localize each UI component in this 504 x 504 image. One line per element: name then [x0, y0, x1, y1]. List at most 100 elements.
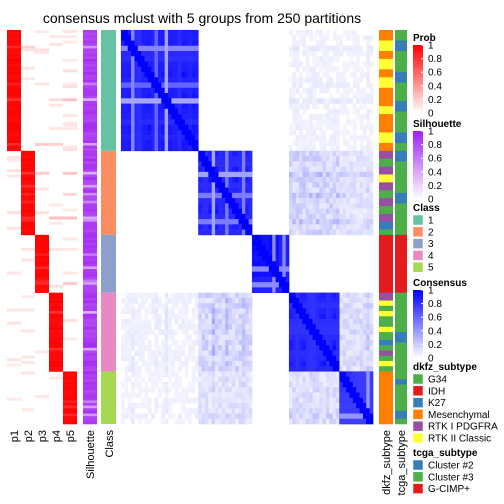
consensus-cell [208, 187, 213, 194]
consensus-cell [208, 213, 213, 220]
consensus-cell [231, 387, 236, 393]
consensus-cell [346, 219, 350, 225]
consensus-cell [174, 303, 179, 309]
consensus-cell [127, 30, 132, 36]
consensus-cell [137, 318, 142, 325]
consensus-cell [299, 35, 303, 41]
consensus-cell [168, 366, 172, 372]
consensus-cell [238, 166, 243, 173]
consensus-cell [309, 224, 313, 230]
consensus-cell [137, 292, 142, 299]
consensus-cell [289, 224, 293, 230]
consensus-cell [299, 161, 303, 167]
consensus-cell [295, 61, 300, 68]
consensus-cell [325, 51, 330, 57]
consensus-cell [352, 387, 357, 393]
consensus-cell [362, 402, 367, 409]
dkfz-cell [379, 416, 393, 420]
silhouette-cell [83, 326, 97, 330]
tcga-cell [395, 219, 407, 223]
consensus-cell [356, 219, 360, 225]
consensus-cell [178, 140, 182, 146]
consensus-cell [208, 324, 213, 330]
consensus-cell [194, 93, 199, 99]
consensus-cell [346, 187, 350, 194]
consensus-cell [302, 392, 307, 399]
consensus-cell [342, 203, 347, 209]
consensus-cell [362, 392, 367, 399]
consensus-cell [302, 119, 307, 125]
consensus-cell [221, 156, 226, 162]
consensus-cell [299, 292, 303, 299]
consensus-cell [221, 166, 226, 173]
consensus-cell [127, 45, 132, 52]
consensus-cell [369, 387, 374, 393]
dkfz-cell [379, 413, 393, 417]
consensus-cell [322, 140, 327, 146]
consensus-cell [144, 66, 149, 73]
consensus-cell [325, 119, 330, 125]
consensus-cell [181, 345, 186, 351]
consensus-cell [245, 177, 249, 183]
consensus-cell [245, 171, 249, 178]
consensus-cell [252, 266, 256, 272]
consensus-cell [144, 318, 149, 325]
consensus-cell [211, 161, 216, 167]
consensus-cell [174, 30, 179, 36]
consensus-cell [154, 77, 159, 83]
consensus-cell [325, 156, 330, 162]
silhouette-cell [83, 410, 97, 414]
consensus-cell [198, 387, 202, 393]
consensus-cell [211, 318, 216, 325]
consensus-cell [218, 345, 223, 351]
consensus-cell [336, 35, 340, 41]
consensus-cell [312, 360, 317, 367]
prob-cell-p4 [49, 221, 63, 225]
dkfz-cell [379, 61, 393, 65]
consensus-cell [359, 313, 364, 320]
consensus-cell [312, 292, 317, 299]
consensus-cell [339, 35, 344, 41]
consensus-cell [289, 156, 293, 162]
consensus-cell [241, 355, 246, 362]
consensus-cell [359, 376, 364, 383]
consensus-cell [299, 303, 303, 309]
consensus-cell [184, 329, 189, 335]
consensus-cell [312, 187, 317, 194]
consensus-cell [299, 150, 303, 157]
consensus-cell [168, 72, 172, 78]
consensus-cell [238, 318, 243, 325]
tcga-cell [395, 66, 407, 70]
consensus-cell [349, 135, 354, 141]
consensus-cell [289, 203, 293, 209]
consensus-cell [131, 77, 135, 83]
consensus-cell [121, 108, 125, 115]
dkfz-cell [379, 53, 393, 57]
consensus-cell [151, 387, 155, 393]
consensus-cell [238, 376, 243, 383]
consensus-cell [262, 282, 266, 288]
consensus-cell [137, 376, 142, 383]
consensus-cell [211, 224, 216, 230]
consensus-cell [188, 413, 192, 420]
silhouette-cell [83, 287, 97, 291]
consensus-cell [329, 329, 333, 335]
tcga-cell [395, 111, 407, 115]
consensus-cell [208, 392, 213, 399]
silhouette-cell [83, 329, 97, 333]
consensus-cell [346, 334, 350, 341]
tcga-cell [395, 282, 407, 286]
consensus-cell [194, 324, 199, 330]
consensus-cell [349, 418, 354, 425]
consensus-cell [235, 297, 239, 304]
consensus-cell [127, 124, 132, 131]
consensus-cell [322, 418, 327, 425]
consensus-cell [346, 329, 350, 335]
consensus-cell [174, 72, 179, 78]
prob-cell-p4 [49, 203, 63, 207]
consensus-cell [292, 366, 297, 372]
consensus-cell [245, 150, 249, 157]
tcga-cell [395, 308, 407, 312]
consensus-cell [302, 213, 307, 220]
consensus-cell [359, 297, 364, 304]
